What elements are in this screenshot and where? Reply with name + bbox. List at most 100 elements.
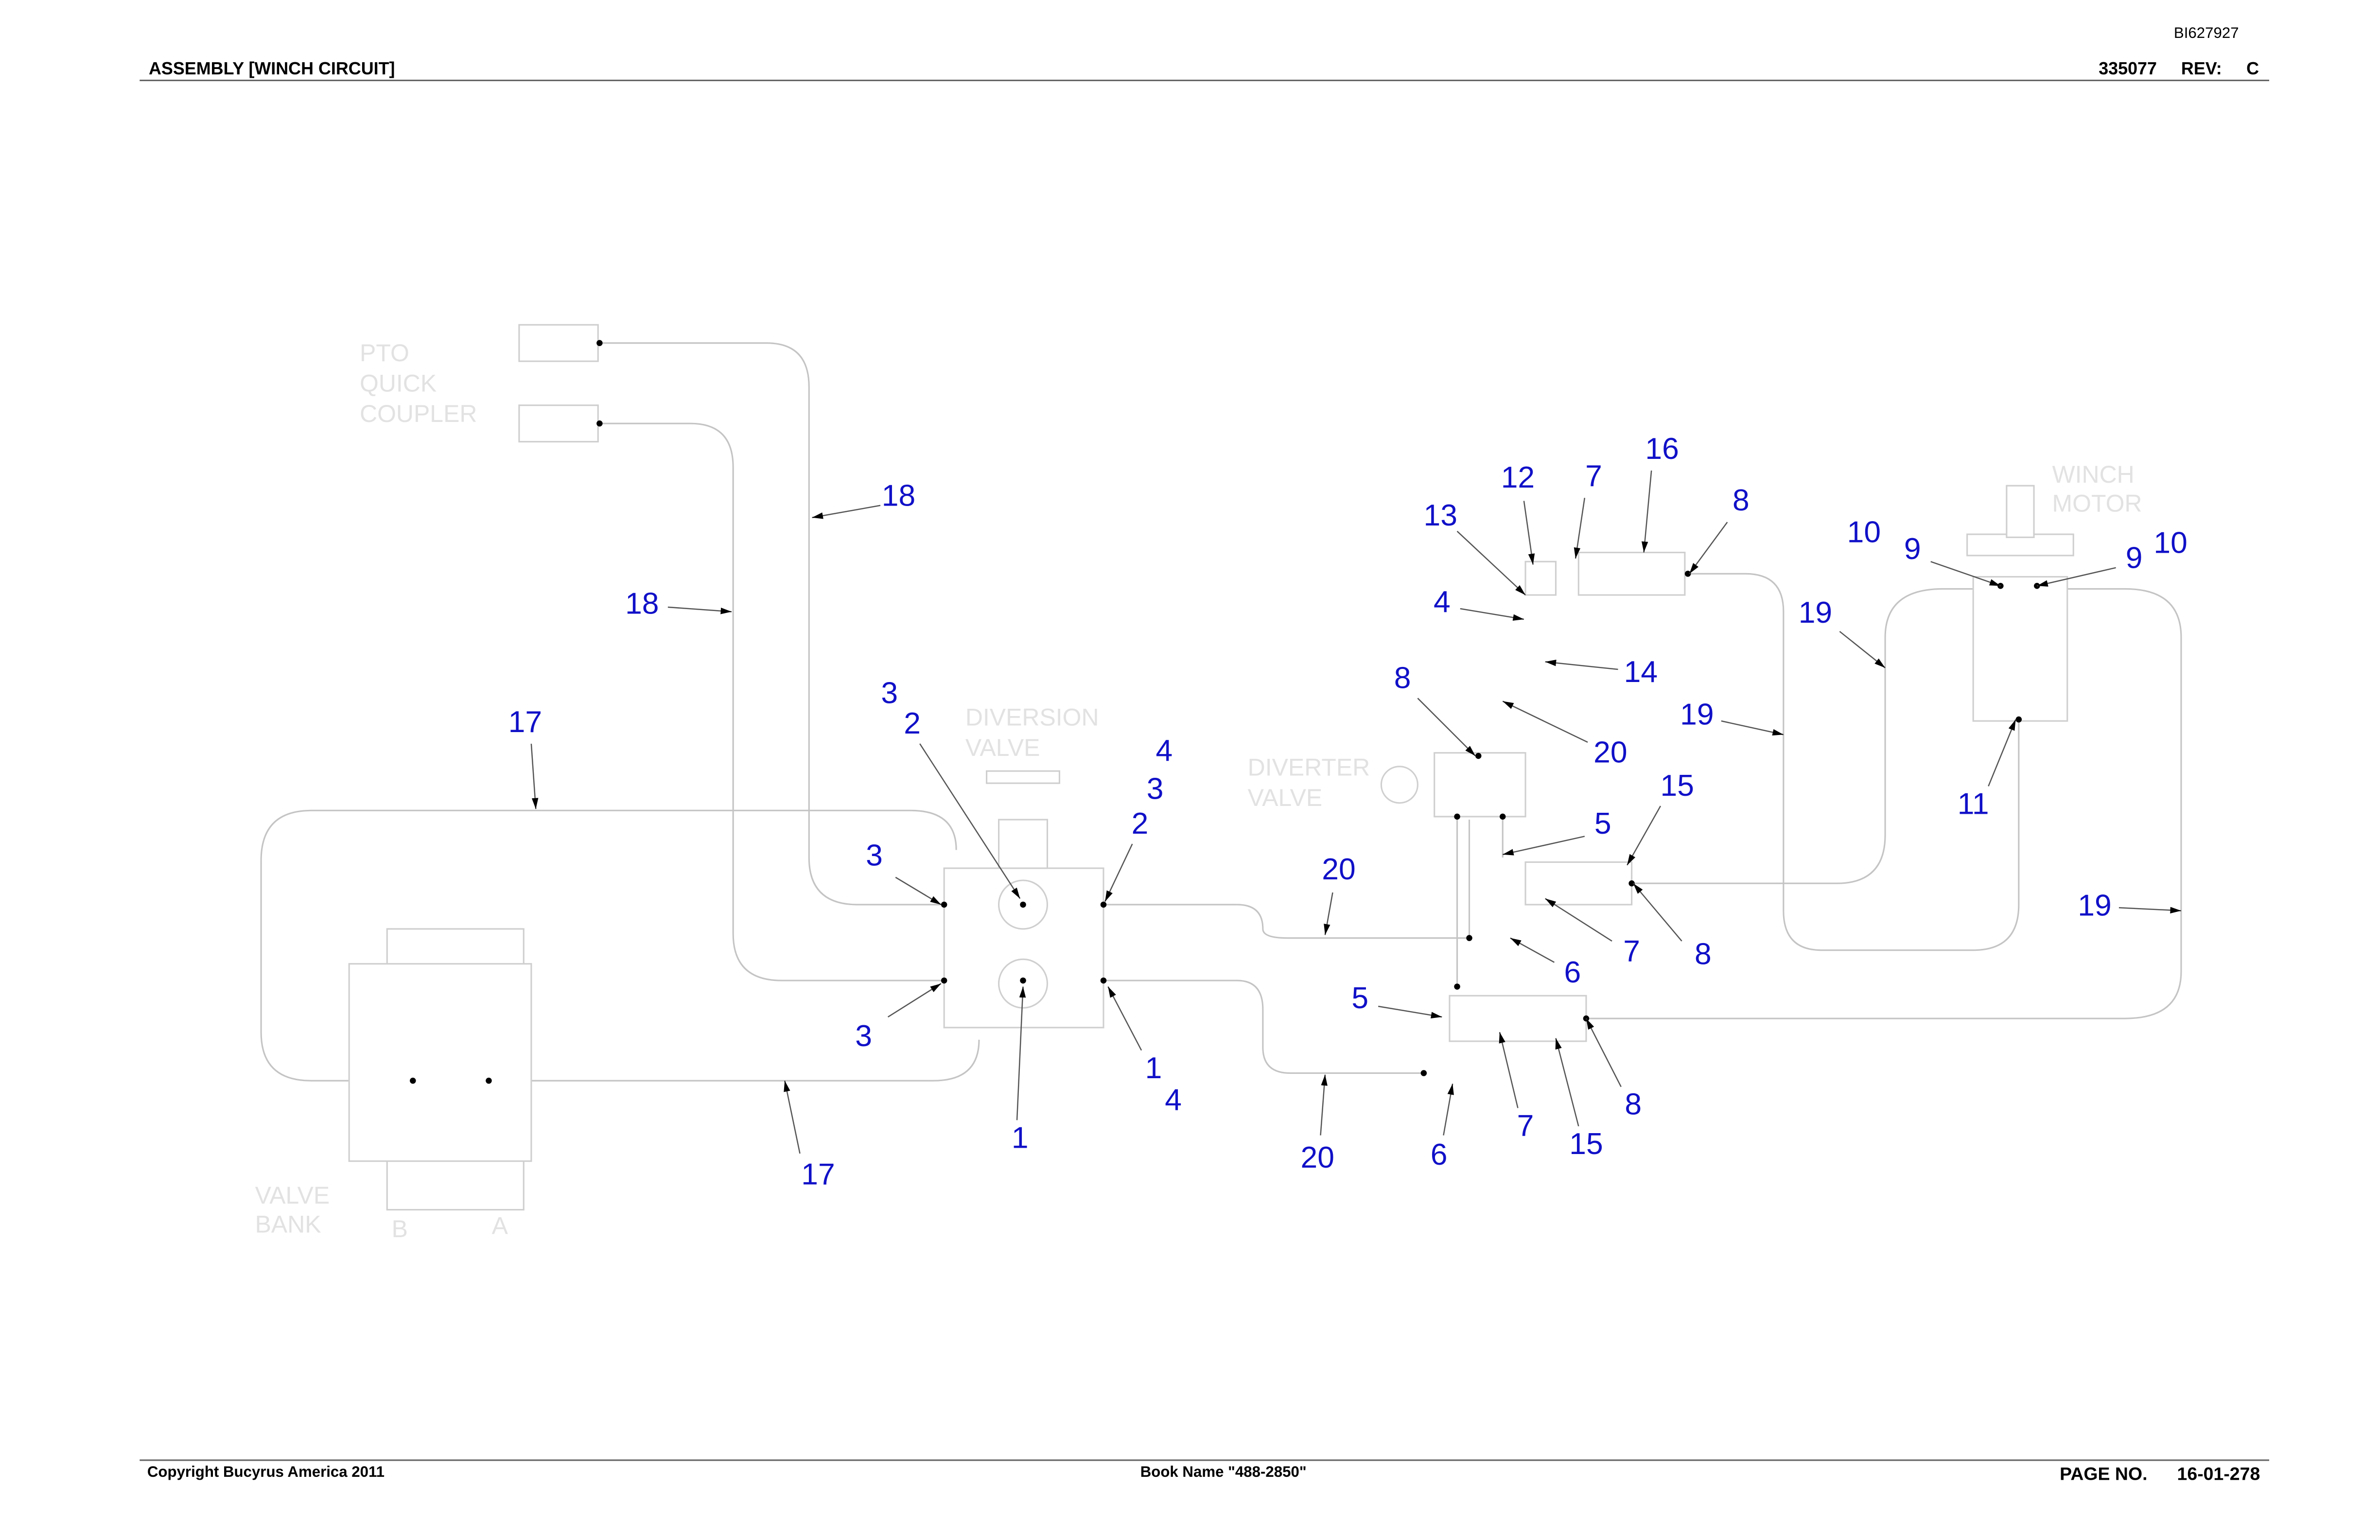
leader-line — [1016, 986, 1026, 1120]
callout-number: 8 — [1695, 937, 1712, 971]
leader-line — [1510, 937, 1555, 963]
callout-number: 1 — [1012, 1120, 1029, 1155]
callout-number: 19 — [2078, 889, 2111, 923]
callout-number: 9 — [1904, 532, 1921, 566]
component-label: COUPLER — [360, 400, 477, 427]
callout-number: 8 — [1732, 483, 1750, 517]
callout-number: 7 — [1585, 459, 1602, 493]
callout-number: 4 — [1156, 734, 1173, 768]
component-label: WINCH — [2052, 461, 2135, 488]
leader-line — [1721, 720, 1784, 736]
callout-number: 20 — [1301, 1140, 1334, 1174]
leader-line — [1641, 470, 1652, 553]
callout-number: 8 — [1394, 661, 1411, 695]
callout-number: 20 — [1322, 852, 1355, 886]
callout-number: 16 — [1645, 432, 1679, 466]
callout-number: 2 — [1132, 806, 1149, 840]
rev-label: REV: — [2181, 59, 2222, 78]
callout-number: 18 — [882, 479, 915, 513]
leader-line — [919, 743, 1021, 899]
callout-number: 5 — [1594, 806, 1611, 840]
leader-line — [1632, 883, 1682, 942]
leader-line — [1574, 497, 1586, 559]
leader-line — [895, 876, 942, 906]
component-label: DIVERTER — [1248, 754, 1370, 781]
page-label: PAGE NO. — [2060, 1463, 2147, 1484]
leader-line — [1627, 805, 1662, 866]
connection-points — [410, 340, 2040, 1084]
callout-number: 11 — [1958, 787, 1989, 821]
callout-number: 19 — [1680, 697, 1714, 731]
callout-number: 3 — [855, 1019, 872, 1053]
leader-line — [1839, 630, 1886, 668]
component-label: BANK — [255, 1210, 321, 1238]
component-label: VALVE — [255, 1182, 330, 1209]
component-label: QUICK — [360, 370, 437, 397]
callout-number: 17 — [801, 1157, 835, 1191]
callout-number: 13 — [1423, 498, 1457, 532]
callout-number: 6 — [1564, 955, 1581, 989]
leader-line — [812, 505, 881, 519]
rev: C — [2246, 59, 2259, 78]
port-label: B — [392, 1215, 408, 1242]
leader-line — [1320, 1074, 1328, 1136]
callout-number: 15 — [1661, 769, 1694, 803]
leader-line — [1417, 698, 1476, 756]
callout-number: 18 — [625, 586, 659, 620]
callout-number: 6 — [1431, 1138, 1448, 1172]
leader-line — [1324, 892, 1333, 935]
copyright: Copyright Bucyrus America 2011 — [147, 1463, 385, 1480]
page-number: 16-01-278 — [2177, 1463, 2260, 1484]
component-label: VALVE — [965, 734, 1040, 761]
doc-id: BI627927 — [2174, 24, 2239, 41]
callout-number: 17 — [508, 705, 542, 739]
leader-line — [1930, 561, 2001, 587]
callout-number: 10 — [1847, 515, 1881, 549]
component-labels: PTO QUICK COUPLER DIVERSION VALVE DIVERT… — [255, 339, 2142, 1242]
leader-line — [530, 743, 539, 809]
callout-number: 3 — [1147, 771, 1164, 805]
callout-number: 7 — [1623, 934, 1640, 968]
leader-line — [1523, 501, 1535, 565]
components — [348, 324, 2074, 1211]
callout-number: 10 — [2153, 525, 2187, 560]
component-label: DIVERSION — [965, 704, 1099, 731]
callout-number: 4 — [1165, 1083, 1182, 1117]
leader-line — [784, 1080, 801, 1154]
callout-number: 14 — [1624, 655, 1658, 689]
leader-line — [1456, 530, 1526, 595]
leader-line — [667, 606, 732, 614]
callout-number: 20 — [1593, 735, 1627, 769]
leader-line — [1555, 1038, 1579, 1127]
callout-number: 19 — [1799, 595, 1832, 630]
leader-line — [2118, 907, 2181, 914]
leader-line — [1502, 700, 1588, 743]
leader-line — [1545, 659, 1618, 670]
callout-number: 15 — [1569, 1127, 1603, 1161]
callout-number: 7 — [1517, 1108, 1534, 1142]
leader-line — [1988, 719, 2016, 787]
callout-number: 5 — [1351, 981, 1368, 1015]
book-name: Book Name "488-2850" — [1140, 1463, 1307, 1480]
callout-number: 8 — [1625, 1087, 1642, 1121]
component-label: VALVE — [1248, 784, 1323, 811]
leader-line — [1460, 608, 1524, 621]
title: ASSEMBLY [WINCH CIRCUIT] — [149, 59, 395, 78]
leader-line — [1104, 843, 1133, 902]
callout-number: 3 — [866, 839, 883, 873]
port-label: A — [492, 1212, 508, 1240]
component-label: MOTOR — [2052, 490, 2142, 517]
leader-line — [1443, 1084, 1454, 1136]
leader-line — [1502, 836, 1585, 856]
callout-number: 9 — [2126, 541, 2143, 575]
leader-line — [1107, 986, 1142, 1051]
leader-line — [1544, 898, 1612, 942]
callout-number: 4 — [1434, 585, 1451, 619]
leader-line — [1378, 1005, 1442, 1018]
callout-number: 12 — [1501, 460, 1535, 494]
hoses — [260, 342, 2182, 1082]
leader-line — [887, 983, 942, 1018]
component-label: PTO — [360, 339, 409, 367]
callout-number: 1 — [1145, 1051, 1162, 1085]
